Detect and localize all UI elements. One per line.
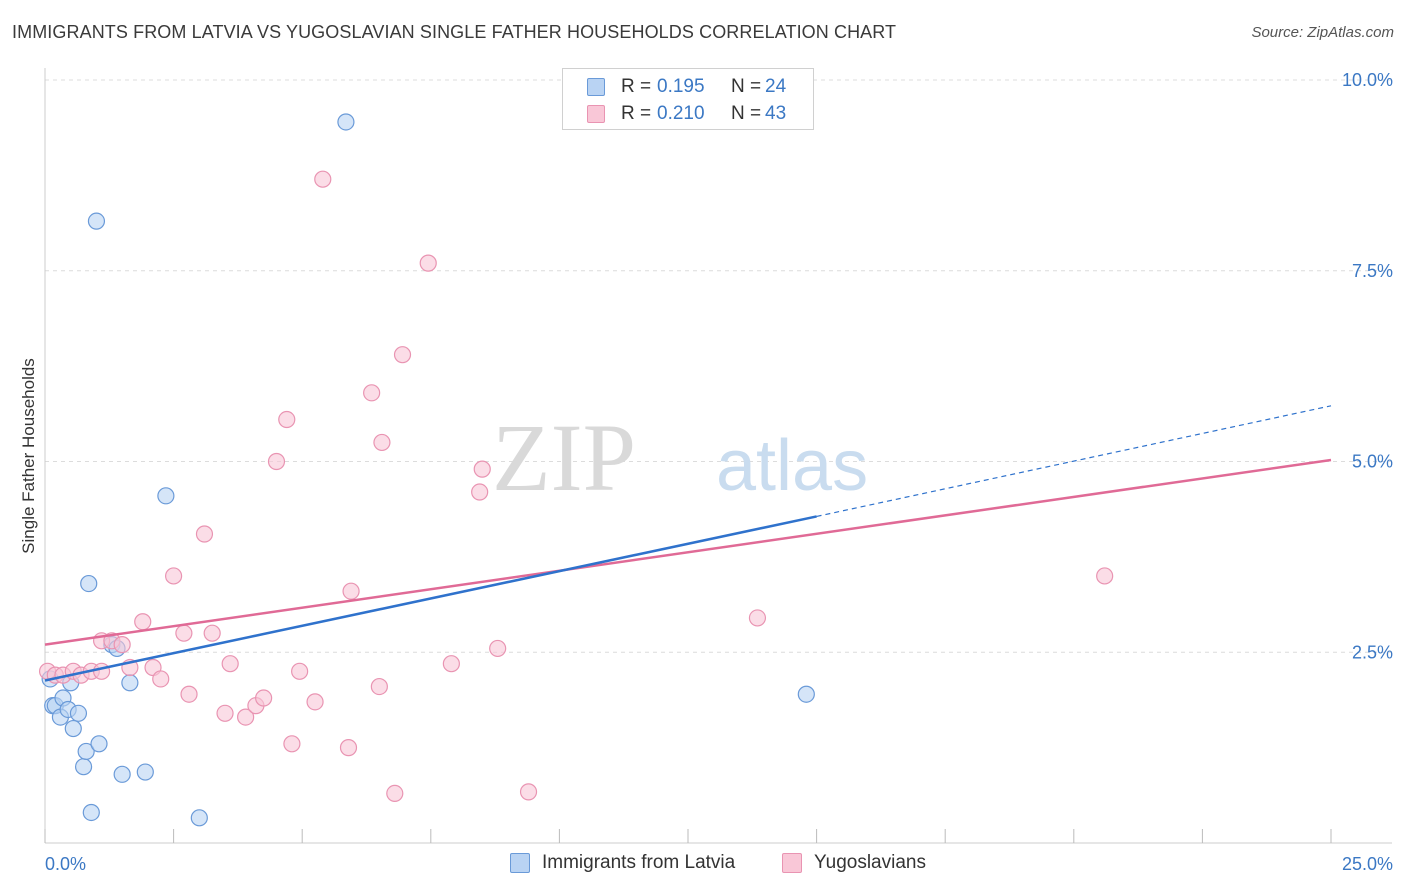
yugoslavians-point xyxy=(255,689,273,707)
latvia-trend-extension xyxy=(816,405,1332,518)
latvia-point xyxy=(797,685,815,703)
yugoslavians-point xyxy=(291,662,309,680)
yugoslavians-point xyxy=(278,410,296,429)
yugoslavians-point xyxy=(195,525,214,543)
yugoslavians-point xyxy=(165,567,183,585)
yugoslavians-point xyxy=(419,254,437,272)
x-tick-label: 0.0% xyxy=(45,854,86,874)
yugoslavians-point xyxy=(373,433,391,452)
yugoslavians-point xyxy=(180,685,198,703)
n-value-latvia: 24 xyxy=(765,76,787,97)
yugoslavians-point xyxy=(237,708,255,726)
latvia-point xyxy=(64,719,82,738)
axes xyxy=(44,68,1392,844)
yugoslavians-point xyxy=(216,704,234,722)
series-latvia-points xyxy=(41,113,815,827)
yugoslavians-point xyxy=(442,655,460,673)
latvia-point xyxy=(82,803,100,822)
yugoslavians-point xyxy=(748,609,767,627)
yugoslavians-legend-swatch xyxy=(782,853,802,873)
yugoslavians-point xyxy=(203,624,221,642)
yugoslavians-trend-line xyxy=(44,458,1332,646)
r-label: R = xyxy=(621,76,652,97)
latvia-point xyxy=(90,735,108,753)
yugoslavians-point xyxy=(342,582,360,600)
yugoslavians-point xyxy=(339,739,358,757)
legend-row-yugoslavians: R = 0.210 N = 43 xyxy=(587,102,786,126)
legend-row-latvia: R = 0.195 N = 24 xyxy=(587,75,786,99)
latvia-point xyxy=(77,742,95,761)
yugoslavians-point xyxy=(489,639,507,658)
yugoslavians-point xyxy=(152,670,170,688)
y-tick-label: 2.5% xyxy=(1352,642,1393,662)
watermark-atlas: atlas xyxy=(716,426,868,506)
watermark-zip: ZIP xyxy=(492,404,636,511)
series-legend: Immigrants from Latvia Yugoslavians xyxy=(0,850,1406,878)
yugoslavians-point xyxy=(393,346,412,364)
y-tick-label: 5.0% xyxy=(1352,452,1393,472)
r-value-yugoslavians: 0.210 xyxy=(657,103,705,124)
chart-title: IMMIGRANTS FROM LATVIA VS YUGOSLAVIAN SI… xyxy=(12,22,897,42)
yugoslavians-point xyxy=(370,677,388,696)
latvia-point xyxy=(113,765,131,783)
watermark: ZIP atlas xyxy=(492,404,868,511)
yugoslavians-legend-label: Yugoslavians xyxy=(814,852,926,873)
latvia-point xyxy=(74,758,93,776)
yugoslavians-point xyxy=(471,483,489,501)
y-tick-label: 7.5% xyxy=(1352,261,1393,281)
y-tick-label: 10.0% xyxy=(1342,70,1393,90)
series-yugoslavians-points xyxy=(38,170,1114,803)
latvia-legend-swatch xyxy=(510,853,530,873)
yugoslavians-point xyxy=(175,624,193,642)
latvia-point xyxy=(80,574,98,593)
r-value-latvia: 0.195 xyxy=(657,76,705,97)
yugoslavians-swatch xyxy=(587,105,605,123)
legend-item-latvia: Immigrants from Latvia xyxy=(510,852,735,874)
x-tick-label: 25.0% xyxy=(1342,854,1393,874)
n-label: N = xyxy=(731,76,762,97)
yugoslavians-point xyxy=(314,170,332,188)
yugoslavians-point xyxy=(134,613,152,631)
r-label: R = xyxy=(621,103,652,124)
legend-item-yugoslavians: Yugoslavians xyxy=(782,852,926,874)
latvia-point xyxy=(190,809,208,827)
latvia-point xyxy=(69,704,88,722)
latvia-point xyxy=(121,674,139,692)
latvia-point xyxy=(87,212,106,230)
correlation-legend: R = 0.195 N = 24 R = 0.210 N = 43 xyxy=(562,68,814,130)
yugoslavians-point xyxy=(221,655,239,673)
yugoslavians-point xyxy=(92,662,111,680)
yugoslavians-point xyxy=(1096,567,1114,585)
yugoslavians-point xyxy=(283,735,301,753)
yugoslavians-point xyxy=(386,784,404,803)
yugoslavians-point xyxy=(113,636,131,654)
yugoslavians-point xyxy=(267,452,286,471)
trend-lines xyxy=(44,405,1332,682)
latvia-point xyxy=(337,113,355,131)
n-label: N = xyxy=(731,103,762,124)
latvia-legend-label: Immigrants from Latvia xyxy=(542,852,736,873)
yugoslavians-point xyxy=(363,384,381,402)
yugoslavians-point xyxy=(473,460,491,478)
yugoslavians-point xyxy=(519,783,538,801)
latvia-trend-line xyxy=(44,515,817,682)
n-value-yugoslavians: 43 xyxy=(765,103,787,124)
yugoslavians-point xyxy=(306,693,324,711)
latvia-swatch xyxy=(587,78,605,96)
tick-labels: 2.5% 5.0% 7.5% 10.0% 0.0% 25.0% xyxy=(45,70,1393,874)
latvia-point xyxy=(157,487,175,505)
grid xyxy=(45,79,1392,653)
latvia-point xyxy=(136,763,154,781)
source-credit: Source: ZipAtlas.com xyxy=(1251,24,1394,41)
